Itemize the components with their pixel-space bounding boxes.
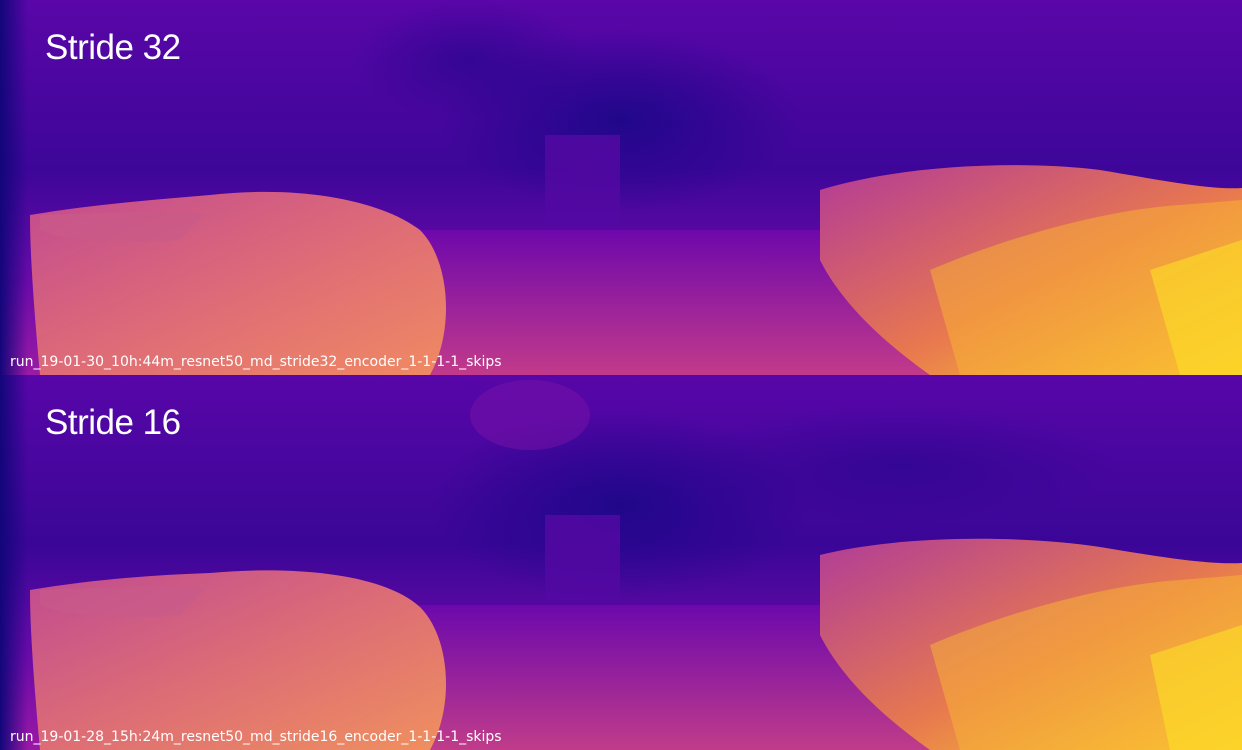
- run-label: run_19-01-28_15h:24m_resnet50_md_stride1…: [10, 728, 502, 746]
- run-label: run_19-01-30_10h:44m_resnet50_md_stride3…: [10, 353, 502, 371]
- depth-map-panel-stride32: Stride 32 run_19-01-30_10h:44m_resnet50_…: [0, 0, 1242, 375]
- panel-title: Stride 32: [45, 28, 181, 68]
- depth-map-panel-stride16: Stride 16 run_19-01-28_15h:24m_resnet50_…: [0, 375, 1242, 750]
- depth-map-image: [0, 0, 1242, 375]
- depth-map-image: [0, 375, 1242, 750]
- panel-title: Stride 16: [45, 403, 181, 443]
